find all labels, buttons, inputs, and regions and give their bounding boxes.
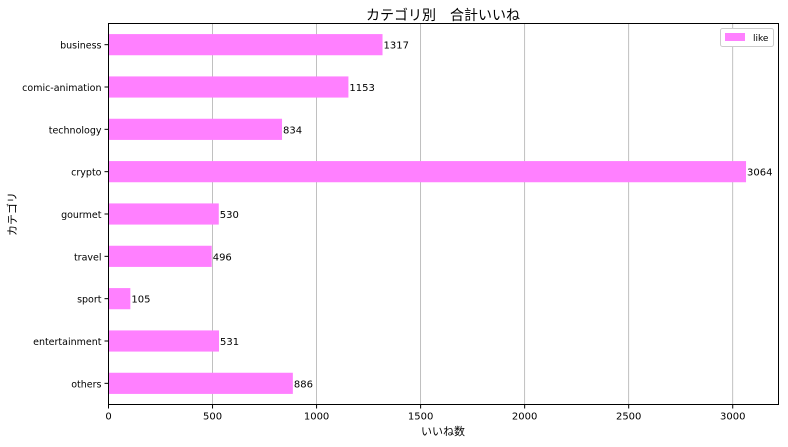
y-axis-ticks: business comic-animation technology crypto g… — [22, 41, 109, 390]
x-tick-label: 2500 — [616, 412, 641, 423]
data-label: 496 — [213, 252, 232, 263]
x-tick-label: 3000 — [720, 412, 745, 423]
data-label: 1153 — [349, 83, 374, 94]
data-label: 886 — [294, 379, 313, 390]
y-tick-label: comic-animation — [22, 83, 101, 94]
bar — [108, 245, 212, 267]
y-tick-label: sport — [77, 295, 102, 306]
bar — [108, 161, 747, 183]
y-axis-label: カテゴリ — [5, 192, 19, 236]
y-tick-label: business — [60, 41, 101, 52]
y-tick-label: gourmet — [61, 210, 102, 221]
bar — [108, 76, 349, 98]
data-label: 530 — [220, 210, 239, 221]
legend: like — [720, 28, 774, 47]
x-axis-ticks: 0 500 1000 1500 2000 2500 3000 — [105, 404, 745, 423]
data-label: 3064 — [747, 168, 772, 179]
x-axis-label: いいね数 — [421, 425, 465, 438]
data-label: 105 — [131, 295, 150, 306]
legend-label: like — [753, 34, 769, 44]
bar — [108, 118, 283, 140]
x-tick-label: 1000 — [304, 412, 329, 423]
data-label: 834 — [283, 125, 302, 136]
bar — [108, 203, 219, 225]
x-tick-label: 500 — [203, 412, 222, 423]
chart-title: カテゴリ別 合計いいね — [366, 7, 520, 24]
y-tick-label: travel — [74, 252, 102, 263]
data-label: 1317 — [384, 41, 409, 52]
bar — [108, 34, 383, 56]
bar — [108, 372, 293, 394]
x-tick-label: 2000 — [512, 412, 537, 423]
legend-swatch — [725, 33, 745, 41]
data-labels: 1317 1153 834 3064 530 496 105 531 886 — [131, 41, 772, 391]
bar — [108, 330, 219, 352]
y-tick-label: others — [71, 379, 101, 390]
x-tick-label: 0 — [105, 412, 111, 423]
y-tick-label: crypto — [71, 168, 102, 179]
bar — [108, 288, 131, 310]
y-tick-label: technology — [49, 125, 102, 136]
y-tick-label: entertainment — [33, 337, 102, 348]
x-tick-label: 1500 — [408, 412, 433, 423]
bars — [108, 34, 747, 394]
data-label: 531 — [220, 337, 239, 348]
